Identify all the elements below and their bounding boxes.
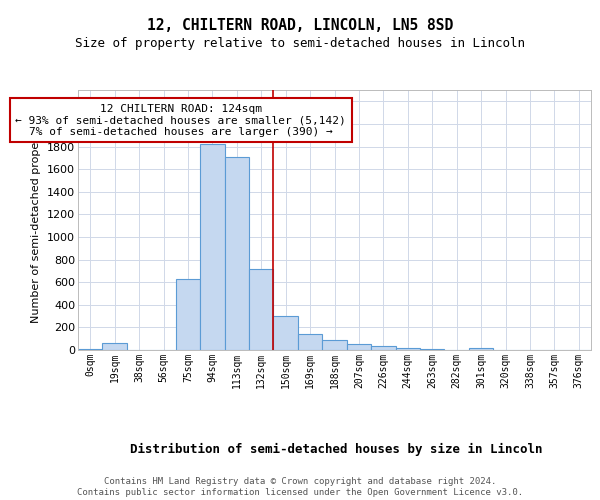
- Bar: [200, 144, 224, 350]
- Bar: [103, 343, 127, 350]
- Y-axis label: Number of semi-detached properties: Number of semi-detached properties: [31, 117, 41, 323]
- Text: 12 CHILTERN ROAD: 124sqm
← 93% of semi-detached houses are smaller (5,142)
7% of: 12 CHILTERN ROAD: 124sqm ← 93% of semi-d…: [15, 104, 346, 137]
- Bar: [347, 344, 371, 350]
- Text: Distribution of semi-detached houses by size in Lincoln: Distribution of semi-detached houses by …: [130, 442, 542, 456]
- Bar: [249, 268, 274, 350]
- Bar: [469, 348, 493, 350]
- Bar: [224, 156, 249, 350]
- Bar: [274, 316, 298, 350]
- Bar: [322, 340, 347, 350]
- Bar: [371, 346, 395, 350]
- Bar: [298, 334, 322, 350]
- Text: Contains HM Land Registry data © Crown copyright and database right 2024.
Contai: Contains HM Land Registry data © Crown c…: [77, 478, 523, 497]
- Bar: [395, 348, 420, 350]
- Bar: [176, 279, 200, 350]
- Text: Size of property relative to semi-detached houses in Lincoln: Size of property relative to semi-detach…: [75, 38, 525, 51]
- Text: 12, CHILTERN ROAD, LINCOLN, LN5 8SD: 12, CHILTERN ROAD, LINCOLN, LN5 8SD: [147, 18, 453, 32]
